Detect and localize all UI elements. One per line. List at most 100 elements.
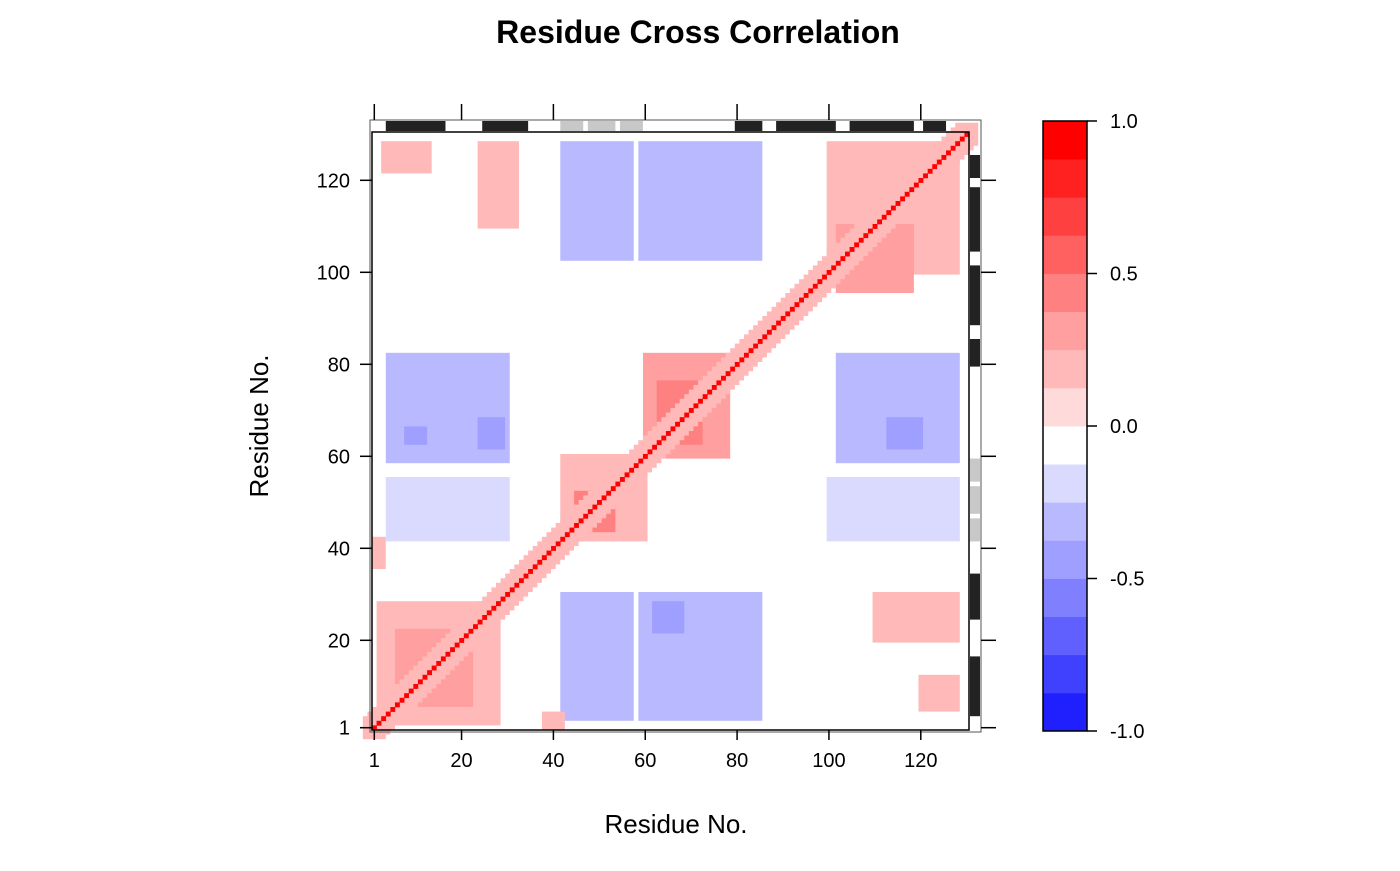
right-track-helix-9	[970, 155, 980, 178]
diagonal-cell	[734, 362, 740, 367]
diagonal-cell	[881, 214, 887, 220]
diagonal-cell	[780, 316, 786, 321]
colorbar-band	[1043, 121, 1087, 160]
right-track-helix-6	[970, 339, 980, 367]
diagonal-cell	[748, 348, 754, 354]
diagonal-cell	[771, 325, 777, 331]
diagonal-cell	[385, 711, 391, 717]
y-tick-label: 40	[328, 538, 350, 560]
diagonal-cell	[785, 311, 791, 317]
diagonal-cell	[569, 527, 575, 533]
diagonal-cell	[936, 159, 942, 165]
colorbar-band	[1043, 616, 1087, 656]
diagonal-cell	[730, 366, 736, 372]
diagonal-cell	[766, 329, 772, 335]
y-tick-label: 1	[339, 718, 350, 740]
right-track-helix-7	[970, 265, 980, 326]
diagonal-cells	[372, 132, 970, 731]
diagonal-cell	[597, 500, 602, 505]
heatmap-region-26	[477, 141, 519, 229]
diagonal-cell	[799, 297, 804, 303]
colorbar-tick-label: -0.5	[1110, 569, 1144, 591]
diagonal-cell	[477, 619, 483, 625]
diagonal-cell	[473, 624, 478, 630]
diagonal-cell	[564, 532, 570, 538]
diagonal-cell	[528, 569, 534, 574]
colorbar: 1.0 0.5 0.0 -0.5 -1.0	[1042, 111, 1144, 743]
heatmap-region-28	[918, 674, 960, 712]
diagonal-cell	[495, 601, 501, 607]
diagonal-cell	[532, 564, 538, 570]
heatmap-region-3	[560, 592, 634, 721]
right-track-strand-5	[970, 458, 980, 482]
diagonal-cell	[665, 431, 671, 436]
colorbar-band	[1043, 464, 1087, 503]
diagonal-cell	[904, 191, 910, 197]
diagonal-cell	[509, 587, 515, 593]
diagonal-cell	[964, 132, 970, 137]
diagonal-cell	[610, 486, 616, 492]
diagonal-cell	[762, 334, 768, 340]
colorbar-band	[1043, 235, 1087, 274]
x-tick-label: 20	[450, 750, 472, 772]
diagonal-cell	[693, 403, 699, 409]
colorbar-band	[1043, 692, 1087, 732]
diagonal-cell	[390, 707, 396, 712]
diagonal-cell	[808, 288, 814, 294]
diagonal-cell	[551, 546, 556, 551]
diagonal-cell	[955, 141, 961, 147]
colorbar-tick-label: 0.5	[1110, 264, 1138, 286]
diagonal-cell	[803, 293, 809, 298]
diagonal-cell	[923, 173, 928, 179]
diagonal-cell	[404, 693, 410, 699]
diagonal-cell	[753, 343, 759, 349]
diagonal-cell	[679, 417, 685, 423]
diagonal-cell	[739, 357, 745, 363]
diagonal-cell	[408, 688, 414, 694]
diagonal-cell	[601, 495, 607, 501]
diagonal-cell	[518, 578, 524, 584]
diagonal-cell	[776, 320, 782, 326]
chart-title: Residue Cross Correlation	[496, 14, 900, 50]
diagonal-cell	[688, 408, 694, 413]
diagonal-cell	[491, 605, 497, 611]
diagonal-cell	[826, 270, 832, 275]
heatmap-region-7	[385, 477, 510, 542]
colorbar-tick-label: -1.0	[1110, 721, 1144, 743]
colorbar-band	[1043, 387, 1087, 427]
diagonal-cell	[927, 168, 933, 174]
diagonal-cell	[372, 725, 377, 731]
heatmap-cells	[362, 122, 979, 740]
diagonal-cell	[642, 454, 648, 459]
diagonal-cell	[835, 260, 841, 266]
diagonal-cell	[431, 665, 437, 671]
diagonal-cell	[463, 633, 469, 639]
heatmap-region-25	[381, 141, 432, 174]
colorbar-band	[1043, 426, 1087, 465]
diagonal-cell	[900, 196, 906, 202]
diagonal-cell	[840, 256, 846, 262]
diagonal-cell	[890, 205, 896, 211]
diagonal-cell	[863, 233, 869, 239]
diagonal-cell	[592, 504, 598, 510]
diagonal-cell	[633, 463, 639, 469]
heatmap-region-10	[477, 417, 506, 450]
diagonal-cell	[661, 435, 667, 441]
diagonal-cell	[629, 467, 635, 473]
secondary-structure-tracks	[385, 121, 980, 717]
top-track-helix-2	[482, 121, 529, 131]
diagonal-cell	[606, 490, 612, 496]
diagonal-cell	[652, 444, 658, 450]
right-track-strand-3	[970, 518, 980, 542]
top-track-helix-6	[734, 121, 763, 131]
diagonal-cell	[877, 219, 883, 225]
heatmap-region-11	[477, 371, 501, 395]
colorbar-band	[1043, 502, 1087, 541]
diagonal-cell	[459, 638, 465, 643]
diagonal-cell	[909, 187, 915, 193]
heatmap-region-13	[881, 371, 914, 399]
diagonal-cell	[822, 274, 827, 280]
diagonal-cell	[583, 513, 589, 519]
diagonal-cell	[560, 536, 566, 542]
diagonal-cell	[941, 155, 947, 160]
